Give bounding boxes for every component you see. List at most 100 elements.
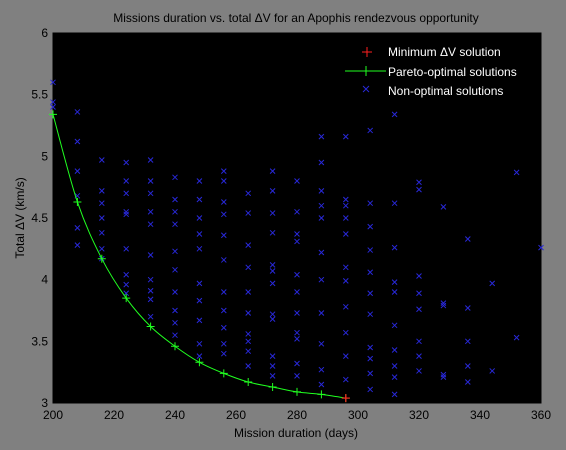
non-optimal-point [294,310,300,316]
x-tick-label: 340 [470,408,490,422]
non-optimal-point [123,208,130,215]
non-optimal-point [318,366,325,373]
non-optimal-point [294,238,300,245]
non-optimal-point [245,289,252,295]
non-optimal-point [98,200,105,207]
non-optimal-point [440,300,447,306]
non-optimal-point [123,271,130,278]
x-tick-label: 280 [287,408,307,422]
non-optimal-point [342,353,349,359]
non-optimal-point [269,210,276,216]
non-optimal-point [172,289,178,295]
non-optimal-point [391,279,398,285]
pareto-point [171,342,179,351]
non-optimal-point [172,248,178,255]
non-optimal-point [196,196,203,203]
pareto-point [317,390,326,399]
non-optimal-point [245,242,252,248]
non-optimal-point [440,302,447,309]
non-optimal-point [98,229,105,236]
non-optimal-point [245,331,252,337]
non-optimal-point [342,231,349,237]
non-optimal-point [294,289,300,295]
non-optimal-point [269,168,276,174]
non-optimal-point [342,303,349,310]
non-optimal-point [172,319,178,326]
non-optimal-point [342,278,349,284]
pareto-point [219,369,228,378]
non-optimal-point [416,306,422,313]
non-optimal-point [269,363,276,369]
non-optimal-point [318,202,325,209]
y-tick-label: 3 [41,396,48,410]
non-optimal-point [220,199,227,205]
non-optimal-point [74,168,81,174]
y-tick-label: 4.5 [31,211,48,225]
plot-area [52,32,542,404]
y-tick-label: 5 [41,149,48,163]
non-optimal-point [172,196,178,203]
non-optimal-point [342,202,349,209]
non-optimal-point [367,290,374,297]
non-optimal-point [342,376,349,383]
ticks-layer: 200 220 240 260 280 300 320 340 360 3 3.5 4 4.5 5 5.5 6 [31,26,551,422]
non-optimal-point [245,310,252,316]
non-optimal-point [123,281,130,288]
non-optimal-point [391,289,398,295]
non-optimal-point [245,190,252,197]
non-optimal-point [74,138,81,145]
non-optimal-point [440,371,447,378]
x-tick-label: 200 [43,408,63,422]
pareto-point [195,358,204,367]
non-optimal-point [391,111,398,118]
non-optimal-point [318,215,325,221]
non-optimal-point [269,188,276,194]
non-optimal-point [220,211,227,218]
non-optimal-point [269,373,276,379]
x-tick-label: 260 [226,408,246,422]
non-optimal-point [98,157,105,163]
non-optimal-point [196,215,203,221]
legend-item-pareto: Pareto-optimal solutions [345,65,517,79]
non-optimal-point [123,211,130,218]
non-optimal-point [416,353,422,359]
non-optimal-point [172,332,178,339]
non-optimal-point [391,322,398,329]
pareto-point [73,197,82,206]
non-optimal-point [464,338,471,345]
non-optimal-point [318,133,325,140]
non-optimal-point [367,269,374,276]
non-optimal-point [123,159,130,166]
legend-non-optimal-label: Non-optimal solutions [388,84,503,98]
non-optimal-point [196,178,203,184]
non-optimal-point [416,290,422,297]
non-optimal-point [342,215,349,221]
non-optimal-point [269,268,276,274]
non-optimal-point [196,245,203,252]
non-optimal-point [220,168,227,174]
non-optimal-point [74,242,81,248]
minimum-dv-point [341,394,350,403]
non-optimal-point [538,244,544,251]
non-optimal-point [367,386,374,393]
non-optimal-point [294,271,300,278]
non-optimal-point [464,305,471,311]
non-optimal-point [269,262,276,268]
non-optimal-point [147,313,154,320]
legend-pareto-label: Pareto-optimal solutions [388,65,517,79]
non-optimal-point [50,104,56,110]
non-optimal-point [416,273,422,279]
chart-title: Missions duration vs. total ΔV for an Ap… [113,11,479,25]
legend-minimum-marker [362,47,372,57]
non-optimal-point [147,252,154,258]
non-optimal-point [464,236,471,242]
non-optimal-point [440,204,447,210]
non-optimal-point [123,290,130,297]
non-optimal-point [220,257,227,263]
x-tick-label: 360 [531,408,551,422]
non-optimal-point [196,280,203,287]
non-optimal-point [318,159,325,166]
x-tick-label: 240 [165,408,185,422]
x-tick-label: 300 [348,408,368,422]
non-optimal-point [98,215,105,221]
